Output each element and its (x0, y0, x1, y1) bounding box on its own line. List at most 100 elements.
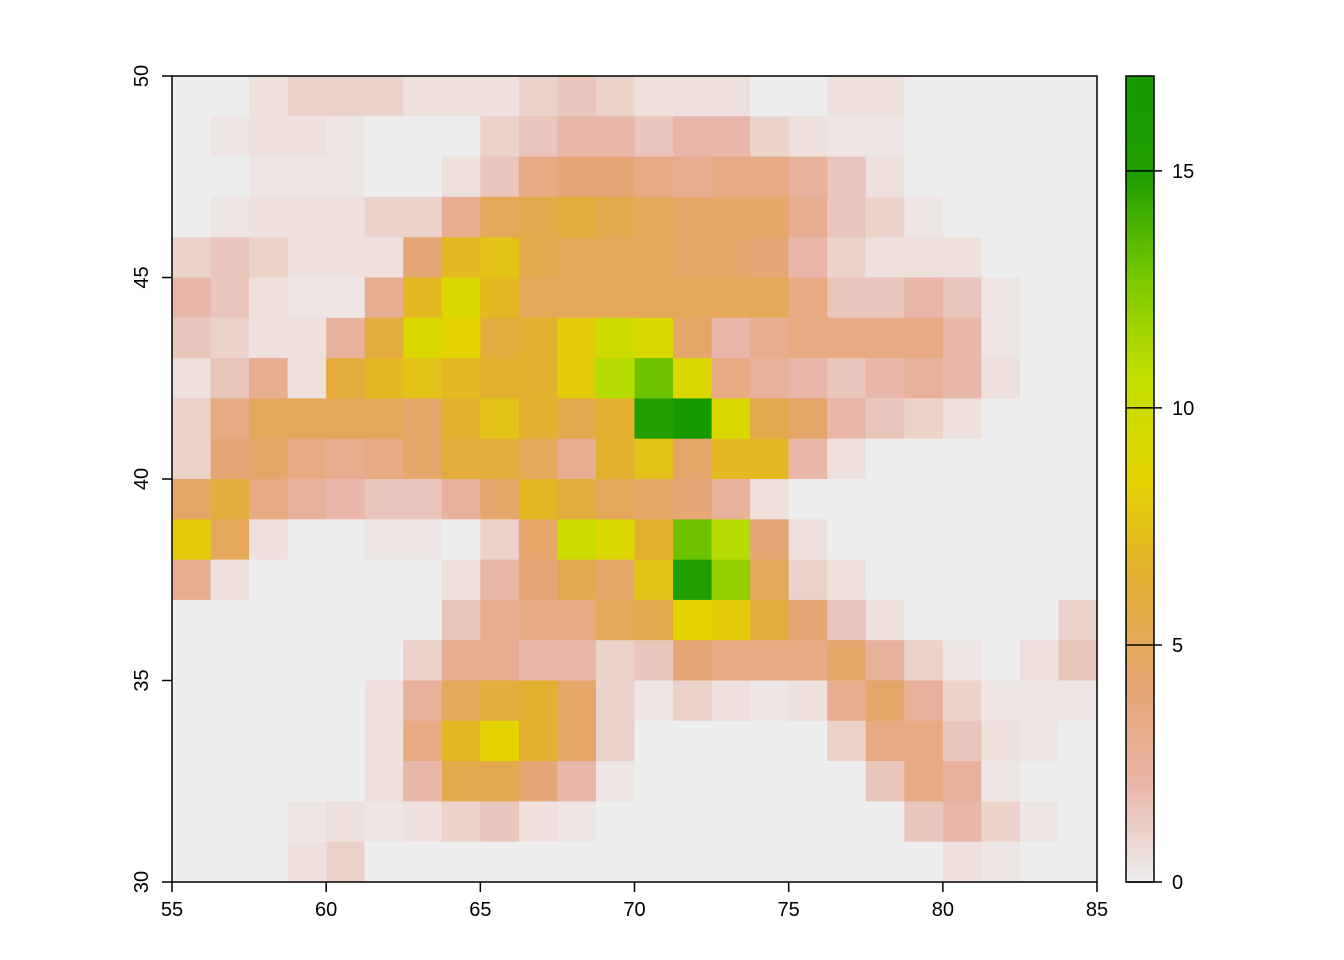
heatmap-cell (788, 116, 828, 158)
heatmap-cell (595, 317, 636, 359)
heatmap-cell (518, 398, 559, 440)
heatmap-cell (364, 317, 404, 359)
heatmap-cell (904, 196, 944, 238)
heatmap-cell (1058, 317, 1098, 359)
heatmap-cell (981, 841, 1021, 883)
heatmap-cell (827, 841, 867, 883)
heatmap-cell (942, 196, 982, 238)
heatmap-cell (750, 76, 790, 117)
heatmap-cell (364, 559, 404, 601)
heatmap-cell (210, 519, 250, 561)
heatmap-cell (287, 720, 327, 762)
heatmap-cell (1019, 116, 1060, 158)
heatmap-cell (673, 237, 713, 279)
heatmap-cell (634, 680, 674, 722)
heatmap-cell (210, 599, 250, 641)
heatmap-cell (673, 76, 713, 117)
heatmap-cell (249, 559, 289, 601)
heatmap-cell (518, 358, 559, 399)
heatmap-cell (364, 277, 404, 319)
heatmap-cell (441, 599, 481, 641)
heatmap-cell (942, 156, 982, 198)
heatmap-cell (904, 277, 944, 319)
heatmap-cell (673, 640, 713, 682)
heatmap-cell (1019, 720, 1060, 762)
heatmap-cell (827, 519, 867, 561)
heatmap-cell (326, 841, 366, 883)
heatmap-cell (326, 116, 366, 158)
heatmap-cell (249, 479, 289, 520)
heatmap-cell (326, 358, 366, 399)
heatmap-cell (326, 398, 366, 440)
heatmap-cell (326, 519, 366, 561)
heatmap-cell (634, 479, 674, 520)
heatmap-cell (865, 358, 905, 399)
heatmap-cell (750, 398, 790, 440)
heatmap-cell (981, 761, 1021, 802)
heatmap-cell (403, 559, 443, 601)
heatmap-cell (827, 599, 867, 641)
heatmap-cell (634, 438, 674, 480)
heatmap-cell (1019, 761, 1060, 802)
heatmap-cell (595, 196, 636, 238)
heatmap-cell (827, 76, 867, 117)
heatmap-cell (1019, 277, 1060, 319)
y-tick-label: 40 (131, 468, 153, 490)
heatmap-cell (287, 196, 327, 238)
heatmap-cell (942, 277, 982, 319)
heatmap-cell (326, 680, 366, 722)
heatmap-cell (172, 116, 212, 158)
heatmap-cell (1058, 156, 1098, 198)
heatmap-cell (673, 599, 713, 641)
heatmap-cell (750, 479, 790, 520)
heatmap-cell (249, 317, 289, 359)
heatmap-cell (518, 761, 559, 802)
heatmap-cell (480, 438, 520, 480)
heatmap-cell (480, 358, 520, 399)
heatmap-cell (441, 116, 481, 158)
heatmap-cell (673, 479, 713, 520)
heatmap-cell (249, 76, 289, 117)
heatmap-cell (326, 237, 366, 279)
heatmap-cell (827, 720, 867, 762)
heatmap-cell (364, 640, 404, 682)
heatmap-cell (595, 156, 636, 198)
heatmap-cell (518, 479, 559, 520)
heatmap-cell (634, 237, 674, 279)
legend-colorbar (1125, 75, 1155, 883)
heatmap-cell (441, 801, 481, 843)
heatmap-cell (441, 479, 481, 520)
heatmap-cell (634, 277, 674, 319)
heatmap-cell (942, 317, 982, 359)
heatmap-cell (634, 317, 674, 359)
heatmap-cell (326, 761, 366, 802)
heatmap-cell (788, 680, 828, 722)
heatmap-cell (595, 841, 636, 883)
heatmap-cell (403, 277, 443, 319)
heatmap-cell (210, 196, 250, 238)
heatmap-cell (249, 358, 289, 399)
heatmap-cell (403, 801, 443, 843)
heatmap-cell (1058, 479, 1098, 520)
heatmap-cell (595, 599, 636, 641)
heatmap-cell (441, 398, 481, 440)
heatmap-cell (249, 156, 289, 198)
heatmap-cell (904, 438, 944, 480)
heatmap-cell (1019, 599, 1060, 641)
heatmap-cell (518, 801, 559, 843)
heatmap-cell (172, 76, 212, 117)
heatmap-cell (750, 196, 790, 238)
heatmap-cell (557, 559, 597, 601)
heatmap-cell (865, 680, 905, 722)
heatmap-cell (595, 277, 636, 319)
heatmap-cell (403, 116, 443, 158)
heatmap-cell (249, 599, 289, 641)
heatmap-cell (788, 358, 828, 399)
heatmap-cell (942, 761, 982, 802)
heatmap-cell (210, 479, 250, 520)
heatmap-cell (403, 398, 443, 440)
x-tick-label: 75 (778, 899, 800, 921)
legend-tick-label: 10 (1172, 398, 1194, 420)
heatmap-cell (981, 438, 1021, 480)
heatmap-cell (441, 559, 481, 601)
